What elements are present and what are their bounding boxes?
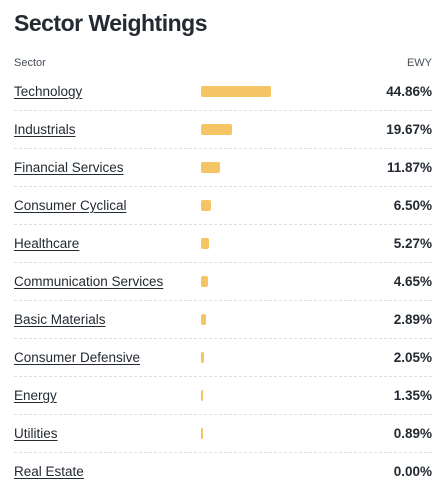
- weight-percent: 44.86%: [386, 84, 432, 99]
- sector-row: Utilities 0.89%: [14, 415, 432, 453]
- sector-link[interactable]: Financial Services: [14, 160, 124, 175]
- weight-bar-track: [201, 124, 311, 135]
- weight-percent: 4.65%: [393, 274, 432, 289]
- sector-row: Consumer Defensive 2.05%: [14, 339, 432, 377]
- table-header: Sector EWY: [14, 57, 432, 71]
- weight-bar-track: [201, 390, 311, 401]
- weight-bar: [201, 162, 220, 173]
- sector-link[interactable]: Healthcare: [14, 236, 80, 251]
- weight-percent: 6.50%: [393, 198, 432, 213]
- weight-percent: 11.87%: [386, 160, 432, 175]
- sector-row: Technology 44.86%: [14, 73, 432, 111]
- weight-percent: 5.27%: [393, 236, 432, 251]
- weight-bar: [201, 428, 203, 439]
- weight-bar-track: [201, 466, 311, 477]
- weight-bar-track: [201, 200, 311, 211]
- weight-bar: [201, 238, 210, 249]
- sector-row: Healthcare 5.27%: [14, 225, 432, 263]
- weight-bar-track: [201, 276, 311, 287]
- sector-column-header: Sector: [14, 57, 46, 69]
- sector-link[interactable]: Communication Services: [14, 274, 164, 289]
- weight-bar: [201, 200, 212, 211]
- sector-row: Communication Services 4.65%: [14, 263, 432, 301]
- weight-percent: 0.00%: [393, 464, 432, 479]
- weight-bar: [201, 314, 206, 325]
- weight-bar: [201, 86, 272, 97]
- weight-percent: 1.35%: [393, 388, 432, 403]
- sector-link[interactable]: Industrials: [14, 122, 76, 137]
- sector-row: Basic Materials 2.89%: [14, 301, 432, 339]
- weight-bar-track: [201, 352, 311, 363]
- sector-link[interactable]: Energy: [14, 388, 57, 403]
- sector-link[interactable]: Consumer Cyclical: [14, 198, 127, 213]
- sector-list: Technology 44.86% Industrials 19.67% Financi…: [14, 73, 432, 491]
- sector-row: Energy 1.35%: [14, 377, 432, 415]
- fund-column-header: EWY: [406, 57, 432, 69]
- weight-percent: 2.89%: [393, 312, 432, 327]
- weight-bar: [201, 390, 204, 401]
- sector-row: Real Estate 0.00%: [14, 453, 432, 491]
- sector-row: Financial Services 11.87%: [14, 149, 432, 187]
- weight-bar: [201, 352, 205, 363]
- weight-bar-track: [201, 428, 311, 439]
- sector-link[interactable]: Real Estate: [14, 464, 84, 479]
- section-title: Sector Weightings: [14, 10, 208, 36]
- weight-bar-track: [201, 162, 311, 173]
- sector-link[interactable]: Basic Materials: [14, 312, 106, 327]
- weight-percent: 2.05%: [393, 350, 432, 365]
- weight-percent: 0.89%: [393, 426, 432, 441]
- sector-row: Industrials 19.67%: [14, 111, 432, 149]
- weight-bar-track: [201, 238, 311, 249]
- weight-bar: [201, 276, 209, 287]
- sector-link[interactable]: Utilities: [14, 426, 58, 441]
- sector-row: Consumer Cyclical 6.50%: [14, 187, 432, 225]
- weight-percent: 19.67%: [386, 122, 432, 137]
- weight-bar-track: [201, 86, 311, 97]
- sector-link[interactable]: Consumer Defensive: [14, 350, 141, 365]
- sector-link[interactable]: Technology: [14, 84, 83, 99]
- weight-bar: [201, 124, 232, 135]
- weight-bar-track: [201, 314, 311, 325]
